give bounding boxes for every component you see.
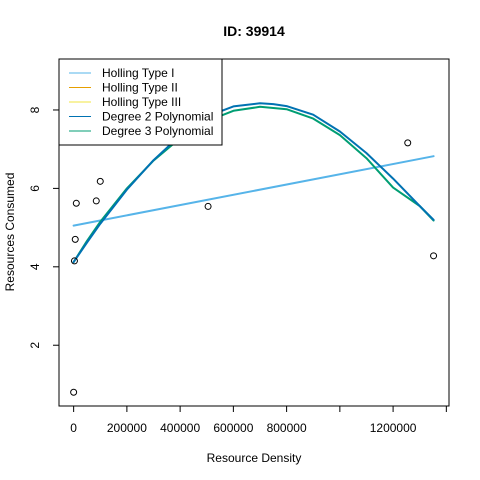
y-tick-label: 2 bbox=[28, 342, 42, 349]
data-point bbox=[431, 253, 437, 259]
y-tick-label: 4 bbox=[28, 263, 42, 270]
y-tick-label: 8 bbox=[28, 106, 42, 113]
points-layer bbox=[71, 140, 437, 395]
data-point bbox=[405, 140, 411, 146]
x-axis: 0 200000 400000 600000 800000 1200000 bbox=[70, 406, 446, 435]
x-tick-label: 600000 bbox=[213, 421, 253, 435]
x-tick-label: 800000 bbox=[267, 421, 307, 435]
legend-label: Holling Type I bbox=[102, 66, 175, 80]
data-point bbox=[97, 178, 103, 184]
x-tick-label: 200000 bbox=[107, 421, 147, 435]
legend-label: Degree 3 Polynomial bbox=[102, 124, 213, 138]
data-point bbox=[72, 236, 78, 242]
x-axis-label: Resource Density bbox=[207, 451, 302, 465]
chart-title: ID: 39914 bbox=[223, 23, 285, 39]
y-tick-label: 6 bbox=[28, 185, 42, 192]
x-tick-label: 400000 bbox=[160, 421, 200, 435]
x-tick-label: 1200000 bbox=[370, 421, 417, 435]
data-point bbox=[93, 198, 99, 204]
y-axis: 2 4 6 8 bbox=[28, 106, 59, 348]
legend-label: Holling Type III bbox=[102, 95, 181, 109]
data-point bbox=[205, 203, 211, 209]
x-tick-label: 0 bbox=[70, 421, 77, 435]
data-point bbox=[71, 389, 77, 395]
y-axis-label: Resources Consumed bbox=[3, 173, 17, 292]
legend-label: Degree 2 Polynomial bbox=[102, 110, 213, 124]
legend-label: Holling Type II bbox=[102, 81, 178, 95]
data-point bbox=[73, 200, 79, 206]
